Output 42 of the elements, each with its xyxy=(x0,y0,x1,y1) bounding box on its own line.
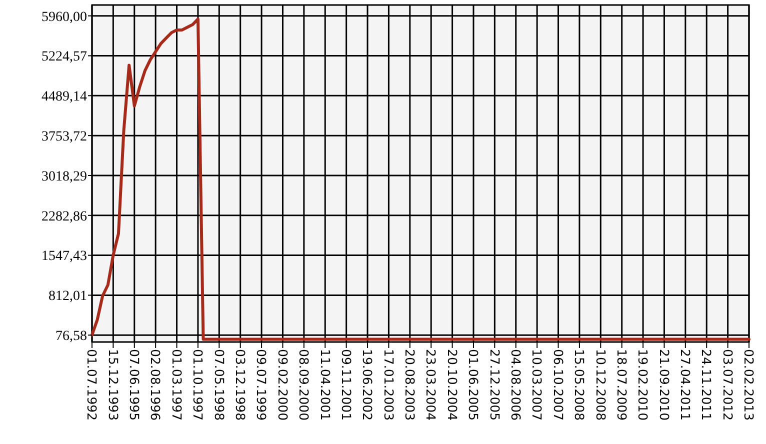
x-tick-label: 02.02.2013 xyxy=(742,349,757,421)
x-tick-label: 07.05.1998 xyxy=(212,349,227,421)
x-tick-label: 27.12.2005 xyxy=(487,349,502,421)
y-tick-label: 1547,43 xyxy=(42,249,87,264)
x-tick-label: 18.07.2009 xyxy=(614,349,630,421)
x-tick-label: 08.09.2000 xyxy=(296,349,312,421)
x-tick-label: 15.12.1993 xyxy=(106,349,121,421)
x-tick-label: 27.04.2011 xyxy=(678,349,694,421)
x-tick-label: 03.07.2012 xyxy=(720,349,736,421)
x-tick-label: 07.06.1995 xyxy=(127,349,142,421)
x-tick-label: 20.08.2003 xyxy=(402,349,418,421)
x-tick-label: 15.05.2008 xyxy=(572,349,588,421)
x-tick-label: 04.08.2006 xyxy=(508,349,524,421)
x-tick-label: 01.07.1992 xyxy=(84,349,100,421)
x-tick-label: 03.12.1998 xyxy=(232,349,248,421)
x-tick-label: 01.03.1997 xyxy=(169,349,184,421)
x-tick-label: 09.02.2000 xyxy=(275,349,290,421)
line-series xyxy=(90,18,750,341)
x-tick-label: 21.09.2010 xyxy=(656,349,672,421)
x-tick-label: 06.10.2007 xyxy=(550,349,566,421)
x-tick-label: 17.01.2003 xyxy=(381,349,396,421)
x-tick-label: 09.07.1999 xyxy=(254,349,270,421)
x-tick-label: 01.10.1997 xyxy=(190,349,206,421)
x-tick-label: 10.03.2007 xyxy=(530,349,545,421)
x-tick-label: 09.11.2001 xyxy=(338,349,354,421)
x-tick-label: 11.04.2001 xyxy=(318,349,333,421)
x-tick-label: 01.06.2005 xyxy=(466,349,482,421)
y-tick-label: 812,01 xyxy=(48,289,87,304)
y-tick-label: 3753,72 xyxy=(42,129,87,144)
x-tick-label: 10.12.2008 xyxy=(593,349,608,421)
y-tick-label: 3018,29 xyxy=(42,169,87,184)
x-tick-label: 24.11.2011 xyxy=(699,349,714,421)
x-tick-label: 20.10.2004 xyxy=(444,349,460,421)
x-tick-label: 19.06.2002 xyxy=(360,349,376,421)
y-tick-label: 4489,14 xyxy=(42,90,87,105)
x-tick-label: 02.08.1996 xyxy=(148,349,164,421)
x-tick-label: 23.03.2004 xyxy=(424,349,439,421)
y-tick-label: 5224,57 xyxy=(42,50,87,65)
y-tick-label: 5960,00 xyxy=(42,10,87,25)
x-tick-label: 19.02.2010 xyxy=(636,349,651,421)
y-tick-label: 2282,86 xyxy=(42,209,87,224)
y-tick-label: 76,58 xyxy=(56,329,87,344)
